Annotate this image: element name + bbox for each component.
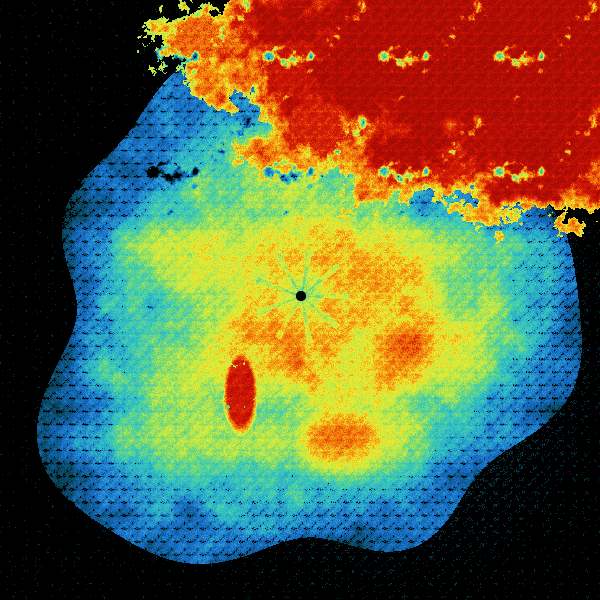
radar-display[interactable]: Radar Reflectivity Field Base Reflectivi… — [0, 0, 600, 600]
radar-reflectivity-canvas[interactable] — [0, 0, 600, 600]
